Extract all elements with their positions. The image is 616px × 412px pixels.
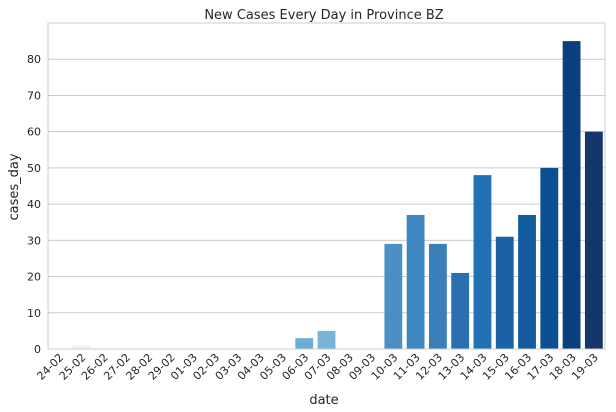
chart-title: New Cases Every Day in Province BZ (204, 8, 443, 23)
bar-14-03 (473, 175, 492, 349)
bar-18-03 (562, 41, 581, 349)
y-tick-label: 40 (27, 198, 41, 211)
y-tick-labels: 0 10 20 30 40 50 60 70 80 (27, 53, 41, 356)
x-axis-label: date (309, 393, 338, 408)
y-tick-label: 30 (27, 234, 41, 247)
y-axis-label: cases_day (7, 153, 22, 220)
y-tick-label: 80 (27, 53, 41, 66)
y-tick-label: 0 (34, 343, 41, 356)
bar-17-03 (540, 167, 559, 349)
bar-06-03 (295, 338, 314, 349)
plot-frame (47, 22, 606, 350)
bar-12-03 (428, 243, 447, 349)
y-tick-label: 60 (27, 126, 41, 139)
bars (72, 41, 603, 349)
bar-25-02 (72, 345, 91, 349)
bar-19-03 (584, 131, 603, 349)
x-tick-labels: 24-0225-0226-0227-0228-0229-0201-0302-03… (34, 351, 601, 383)
y-tick-label: 50 (27, 162, 41, 175)
bar-07-03 (317, 330, 336, 349)
bar-11-03 (406, 214, 425, 349)
bar-16-03 (518, 214, 536, 349)
y-tick-label: 70 (27, 89, 41, 102)
y-tick-label: 10 (27, 307, 41, 320)
gridlines (48, 58, 605, 350)
bar-13-03 (451, 272, 470, 349)
y-tick-label: 20 (27, 271, 41, 284)
bar-15-03 (495, 236, 514, 349)
bar-10-03 (384, 243, 403, 349)
